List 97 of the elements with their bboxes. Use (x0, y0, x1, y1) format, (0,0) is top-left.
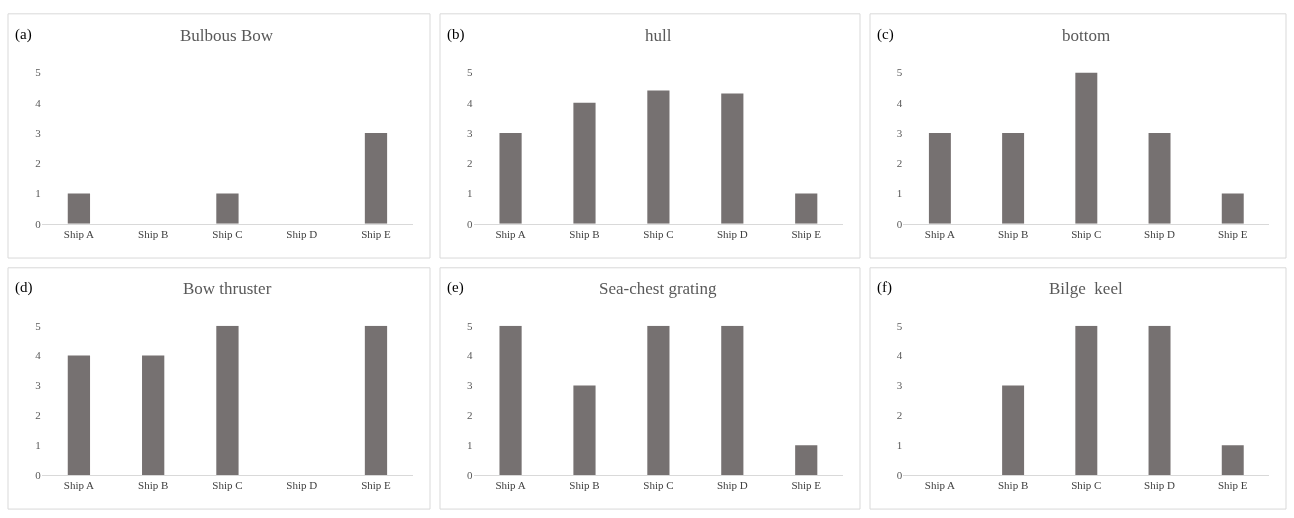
x-tick-label: Ship B (997, 479, 1029, 492)
y-tick-label: 3 (896, 379, 903, 392)
text: (b) (447, 26, 465, 43)
bar (1075, 325, 1098, 476)
y-tick-label: 3 (35, 126, 42, 139)
text: (a) (15, 26, 32, 43)
x-tick-label: Ship B (138, 228, 169, 241)
x-tick-label: Ship C (1071, 479, 1102, 492)
bar (1221, 445, 1244, 476)
x-tick-label: Ship E (791, 228, 822, 241)
x-tick-label: Ship E (791, 479, 822, 492)
text: (e) (447, 279, 464, 296)
x-tick-label: Ship C (643, 228, 674, 241)
x-tick-label: Ship A (495, 228, 526, 241)
y-tick-label: 0 (896, 217, 903, 230)
x-tick-label: Ship A (924, 479, 956, 492)
bar (1075, 72, 1098, 224)
chart-title: bottom (1062, 26, 1111, 45)
x-tick-label: Ship C (643, 479, 674, 492)
x-tick-label: Ship B (569, 479, 600, 492)
x-tick-label: Ship D (1144, 228, 1176, 241)
bar (795, 445, 818, 476)
x-tick-label: Ship E (1217, 228, 1248, 241)
bar (721, 93, 744, 224)
chart-title: Bow thruster (183, 279, 272, 298)
x-tick-label: Ship E (1217, 479, 1248, 492)
bar (573, 102, 596, 224)
y-tick-label: 2 (467, 409, 473, 422)
y-tick-label: 2 (896, 409, 903, 422)
y-tick-label: 2 (35, 157, 41, 170)
x-tick-label: Ship D (716, 228, 748, 241)
x-tick-label: Ship E (361, 479, 392, 492)
y-tick-label: 5 (467, 66, 474, 79)
x-tick-label: Ship B (997, 228, 1029, 241)
bar (795, 193, 818, 224)
x-tick-label: Ship B (569, 228, 600, 241)
y-tick-label: 2 (467, 157, 473, 170)
x-tick-label: Ship A (63, 479, 95, 492)
bar (1148, 132, 1171, 224)
y-tick-label: 4 (467, 96, 474, 109)
y-tick-label: 5 (35, 319, 42, 332)
bar (573, 385, 596, 476)
y-tick-label: 1 (896, 187, 903, 200)
chart-title: hull (645, 26, 672, 45)
y-tick-label: 1 (35, 439, 41, 452)
y-tick-label: 3 (35, 379, 42, 392)
bar (499, 325, 522, 476)
x-tick-label: Ship A (495, 479, 526, 492)
chart-title: Bulbous Bow (180, 26, 274, 45)
y-tick-label: 0 (35, 217, 42, 230)
y-tick-label: 0 (896, 469, 903, 482)
y-tick-label: 4 (35, 96, 42, 109)
y-tick-label: 1 (896, 439, 903, 452)
x-tick-label: Ship D (1144, 479, 1176, 492)
chart-title: Sea-chest grating (599, 279, 718, 298)
x-tick-label: Ship D (716, 479, 748, 492)
text: (c) (877, 26, 894, 43)
y-tick-label: 5 (896, 319, 903, 332)
y-tick-label: 4 (467, 349, 474, 362)
chart-title: Bilge keel (1049, 279, 1123, 298)
y-tick-label: 3 (896, 126, 903, 139)
y-tick-label: 2 (896, 157, 903, 170)
y-tick-label: 2 (35, 409, 41, 422)
bar (721, 325, 744, 476)
bar (1002, 132, 1025, 224)
bar (647, 90, 670, 224)
text: (d) (15, 279, 33, 296)
bar (1002, 385, 1025, 476)
y-tick-label: 5 (35, 66, 42, 79)
x-tick-label: Ship C (212, 228, 243, 241)
x-tick-label: Ship B (138, 479, 169, 492)
x-tick-label: Ship A (924, 228, 956, 241)
y-tick-label: 3 (467, 126, 474, 139)
y-tick-label: 1 (467, 439, 473, 452)
bar (1221, 193, 1244, 224)
y-tick-label: 5 (467, 319, 474, 332)
bar (499, 132, 522, 224)
x-tick-label: Ship C (212, 479, 243, 492)
bar (647, 325, 670, 476)
y-tick-label: 5 (896, 66, 903, 79)
bar (1148, 325, 1171, 476)
bar (928, 132, 951, 224)
y-tick-label: 0 (467, 469, 474, 482)
y-tick-label: 0 (467, 217, 474, 230)
x-tick-label: Ship D (286, 479, 318, 492)
y-tick-label: 3 (467, 379, 474, 392)
y-tick-label: 1 (467, 187, 473, 200)
x-tick-label: Ship D (286, 228, 318, 241)
y-tick-label: 4 (35, 349, 42, 362)
text: (f) (877, 279, 892, 296)
y-tick-label: 4 (896, 96, 903, 109)
x-tick-label: Ship C (1071, 228, 1102, 241)
x-tick-label: Ship A (63, 228, 95, 241)
y-tick-label: 1 (35, 187, 41, 200)
y-tick-label: 4 (896, 349, 903, 362)
x-tick-label: Ship E (361, 228, 392, 241)
y-tick-label: 0 (35, 469, 42, 482)
